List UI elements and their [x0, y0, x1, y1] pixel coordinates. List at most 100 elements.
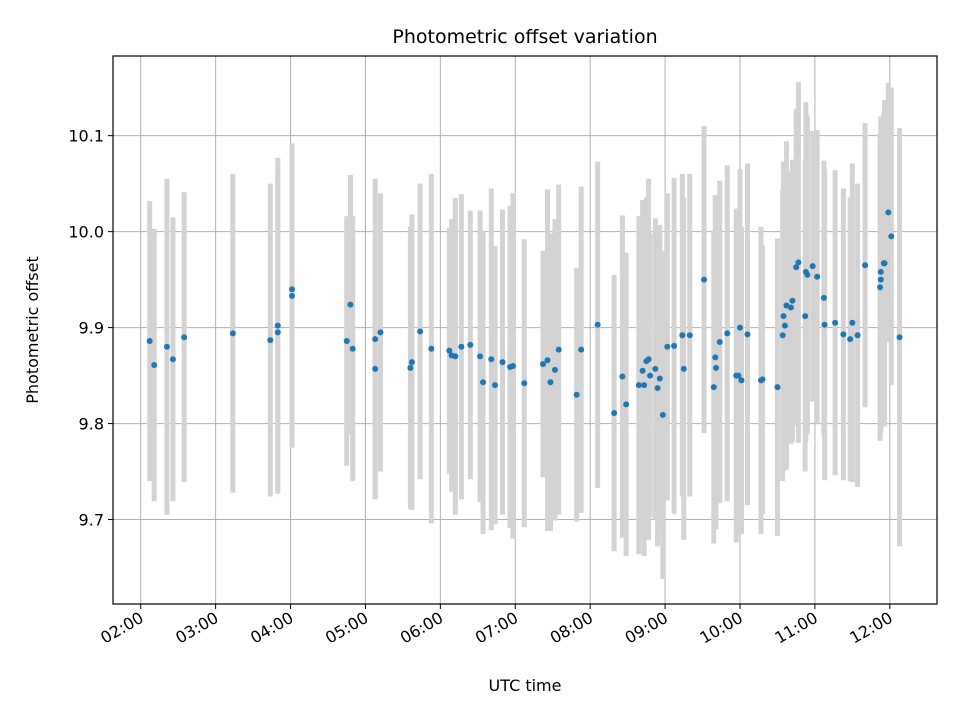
data-point — [888, 233, 895, 240]
data-point — [372, 336, 379, 343]
data-point — [467, 341, 474, 348]
data-point — [789, 297, 796, 304]
data-point — [779, 332, 786, 339]
plot-frame — [112, 55, 938, 605]
data-point — [417, 328, 424, 335]
data-point — [458, 343, 465, 350]
data-point — [877, 284, 884, 291]
data-point — [446, 347, 453, 354]
data-point — [377, 329, 384, 336]
data-point — [820, 294, 827, 301]
y-tick-label: 9.8 — [79, 415, 104, 434]
data-point — [744, 331, 751, 338]
data-point — [488, 356, 495, 363]
data-point — [795, 259, 802, 266]
data-point — [896, 334, 903, 341]
data-point — [840, 331, 847, 338]
data-point — [664, 343, 671, 350]
data-point — [623, 401, 630, 408]
data-point — [169, 356, 176, 363]
data-point — [780, 313, 787, 320]
data-point — [804, 271, 811, 278]
data-point — [686, 332, 693, 339]
data-point — [821, 321, 828, 328]
data-point — [877, 276, 884, 283]
data-point — [814, 273, 821, 280]
data-points — [146, 209, 903, 418]
data-point — [146, 338, 153, 345]
data-point — [654, 385, 661, 392]
data-point — [738, 377, 745, 384]
data-point — [849, 319, 856, 326]
data-point — [544, 357, 551, 364]
data-point — [736, 324, 743, 331]
data-point — [832, 319, 839, 326]
data-point — [594, 321, 601, 328]
data-point — [372, 365, 379, 372]
data-point — [885, 209, 892, 216]
data-point — [735, 372, 742, 379]
data-point — [611, 410, 618, 417]
data-point — [793, 264, 800, 271]
data-point — [639, 367, 646, 374]
y-tick-label: 9.9 — [79, 319, 104, 338]
data-point — [641, 382, 648, 389]
data-point — [759, 376, 766, 383]
y-tick-label: 10.1 — [68, 127, 104, 146]
data-point — [551, 366, 558, 373]
chart-title: Photometric offset variation — [392, 26, 657, 48]
data-point — [787, 304, 794, 311]
data-point — [521, 380, 528, 387]
y-tick-label: 10.0 — [68, 223, 104, 242]
data-point — [274, 329, 281, 336]
data-point — [407, 364, 414, 371]
data-point — [783, 302, 790, 309]
data-point — [802, 313, 809, 320]
y-axis-title: Photometric offset — [23, 256, 42, 404]
data-point — [578, 346, 585, 353]
data-point — [573, 391, 580, 398]
data-point — [492, 382, 499, 389]
data-point — [510, 362, 517, 369]
data-point — [652, 365, 659, 372]
data-point — [289, 286, 296, 293]
data-point — [274, 322, 281, 329]
data-point — [347, 301, 354, 308]
x-axis-title: UTC time — [489, 676, 562, 695]
data-point — [854, 332, 861, 339]
data-point — [656, 375, 663, 382]
data-point — [724, 330, 731, 337]
data-point — [619, 373, 626, 380]
data-point — [680, 365, 687, 372]
data-point — [499, 359, 506, 366]
data-point — [408, 359, 415, 366]
data-point — [881, 260, 888, 267]
data-point — [289, 292, 296, 299]
data-point — [539, 361, 546, 368]
data-point — [267, 337, 274, 344]
data-point — [163, 343, 170, 350]
data-point — [713, 364, 720, 371]
data-point — [781, 322, 788, 329]
data-point — [862, 262, 869, 269]
data-point — [547, 379, 554, 386]
data-point — [635, 382, 642, 389]
data-point — [774, 384, 781, 391]
data-point — [647, 372, 654, 379]
y-axis-ticks: 9.7 9.8 9.9 10.0 10.1 — [68, 127, 113, 530]
data-point — [716, 338, 723, 345]
data-point — [671, 342, 678, 349]
data-point — [710, 384, 717, 391]
data-point — [343, 338, 350, 345]
data-point — [452, 353, 459, 360]
data-point — [151, 362, 158, 369]
data-point — [847, 336, 854, 343]
data-point — [645, 356, 652, 363]
data-point — [877, 268, 884, 275]
data-point — [712, 354, 719, 361]
data-point — [229, 330, 236, 337]
data-point — [701, 276, 708, 283]
data-point — [181, 334, 188, 341]
data-point — [349, 345, 356, 352]
